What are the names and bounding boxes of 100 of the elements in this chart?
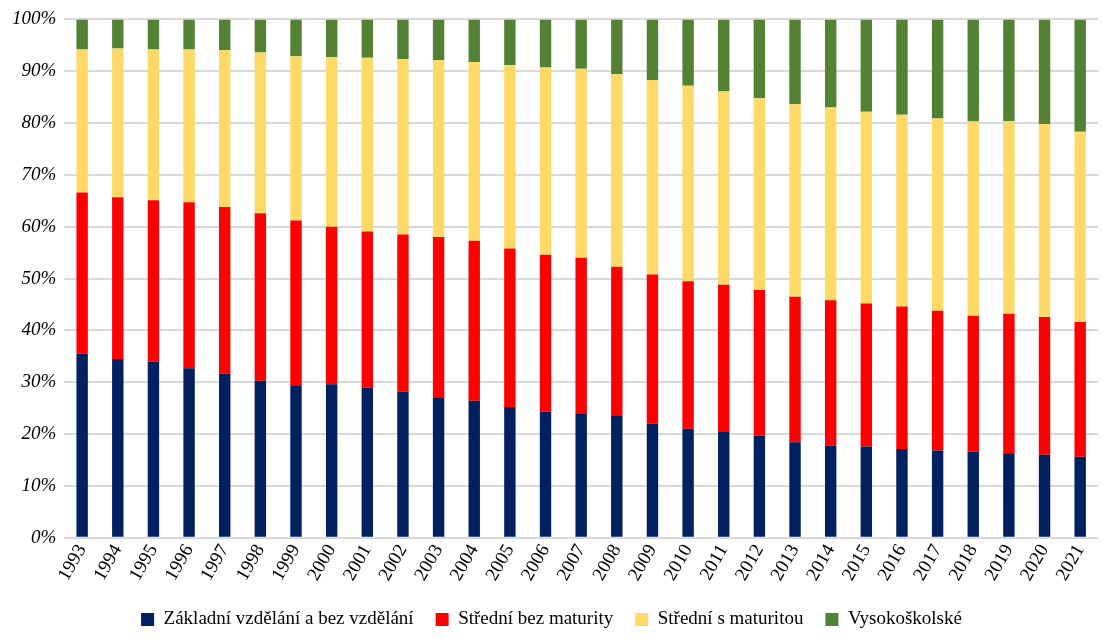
- bar: [432, 60, 445, 238]
- bar: [575, 19, 587, 69]
- bar: [183, 19, 195, 50]
- bar: [860, 19, 873, 112]
- bar: [254, 52, 267, 214]
- bar: [254, 213, 267, 381]
- y-tick-label: 0%: [31, 525, 57, 547]
- bar: [468, 240, 480, 401]
- bar: [575, 413, 587, 537]
- bar: [718, 284, 730, 432]
- bar: [646, 423, 659, 537]
- bar: [112, 48, 124, 198]
- bar: [1003, 19, 1015, 121]
- y-tick-label: 40%: [21, 318, 57, 340]
- bar: [183, 368, 195, 537]
- bar: [112, 358, 124, 537]
- bar: [860, 111, 873, 304]
- legend-label: Vysokoškolské: [847, 607, 962, 629]
- bar: [682, 19, 694, 86]
- bar: [967, 19, 979, 122]
- bar: [1038, 454, 1051, 537]
- y-tick-label: 60%: [21, 214, 57, 236]
- bar: [575, 68, 587, 258]
- y-tick-label: 80%: [21, 111, 57, 133]
- bar: [112, 197, 124, 359]
- bar: [361, 19, 374, 58]
- bar: [611, 415, 623, 537]
- bar: [504, 407, 516, 537]
- bar: [1038, 19, 1051, 125]
- bar: [967, 451, 979, 537]
- bar: [325, 226, 338, 385]
- bar: [896, 306, 908, 450]
- bar: [824, 19, 837, 108]
- bar: [290, 56, 302, 221]
- bar: [147, 361, 160, 537]
- bar: [76, 353, 88, 537]
- bar: [896, 449, 908, 537]
- bar: [1003, 453, 1015, 537]
- bar: [254, 380, 267, 537]
- bar: [325, 19, 338, 58]
- y-tick-label: 10%: [21, 473, 57, 495]
- bar: [325, 384, 338, 537]
- legend-label: Střední bez maturity: [458, 607, 614, 629]
- bar: [753, 289, 766, 436]
- bar: [76, 19, 88, 50]
- bar: [824, 107, 837, 301]
- bar: [718, 431, 730, 537]
- bar: [361, 387, 374, 537]
- bar: [1074, 456, 1086, 537]
- bar: [147, 19, 160, 50]
- legend-label: Střední s maturitou: [657, 607, 804, 629]
- bar: [1074, 322, 1086, 457]
- bar: [1003, 120, 1015, 314]
- bar: [219, 207, 231, 374]
- bar: [896, 114, 908, 307]
- y-tick-label: 50%: [21, 266, 57, 288]
- bar: [789, 103, 801, 297]
- bar: [611, 74, 623, 267]
- bar: [539, 67, 552, 255]
- bar: [824, 300, 837, 446]
- bar: [789, 296, 801, 443]
- bar: [896, 19, 908, 115]
- bar: [468, 61, 480, 241]
- bar: [1074, 131, 1086, 323]
- bar: [718, 91, 730, 285]
- bar: [682, 281, 694, 429]
- bar: [967, 315, 979, 452]
- y-tick-label: 30%: [20, 370, 57, 392]
- bar: [539, 411, 552, 537]
- bar: [361, 57, 374, 232]
- bar: [432, 19, 445, 61]
- bar: [397, 19, 409, 60]
- bar: [1074, 19, 1086, 132]
- bar: [290, 19, 302, 57]
- bar: [789, 19, 801, 104]
- bar: [682, 428, 694, 537]
- bar: [183, 202, 195, 369]
- bar: [468, 400, 480, 537]
- bar: [682, 85, 694, 282]
- bar: [718, 19, 730, 92]
- bar: [646, 19, 659, 81]
- bar: [397, 59, 409, 235]
- bar: [931, 310, 944, 451]
- bar: [219, 19, 231, 50]
- bar: [219, 373, 231, 537]
- bar: [824, 445, 837, 537]
- bar: [539, 19, 552, 68]
- bar: [931, 450, 944, 537]
- bar: [219, 49, 231, 208]
- bar: [931, 118, 944, 311]
- bar: [753, 435, 766, 537]
- bar: [646, 80, 659, 275]
- bar: [1038, 124, 1051, 317]
- bar: [967, 121, 979, 316]
- bar: [432, 237, 445, 398]
- bar: [468, 19, 480, 62]
- bar: [1038, 316, 1051, 455]
- bar: [504, 248, 516, 408]
- bar: [611, 266, 623, 416]
- bar: [504, 19, 516, 66]
